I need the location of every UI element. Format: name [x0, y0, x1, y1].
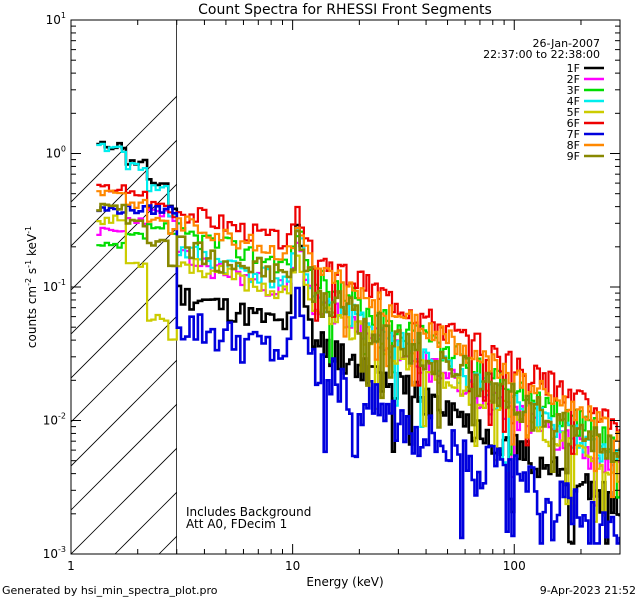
hatch-line — [71, 227, 177, 335]
series-5F — [96, 214, 620, 523]
footer-generated-by: Generated by hsi_min_spectra_plot.pro — [2, 584, 218, 597]
y-tick-label: 10-3 — [43, 545, 66, 561]
y-tick-label: 10-2 — [43, 412, 66, 428]
y-axis-label: counts cm-2 s-1 keV-1 — [24, 226, 39, 348]
hatch-line — [71, 359, 177, 467]
legend-label-6F: 6F — [567, 117, 580, 130]
series-3F — [96, 222, 620, 499]
legend-label-7F: 7F — [567, 128, 580, 141]
legend-label-8F: 8F — [567, 139, 580, 152]
series-layer — [96, 140, 620, 545]
series-6F — [96, 183, 620, 455]
y-tick-label: 101 — [46, 11, 66, 27]
legend-label-4F: 4F — [567, 95, 580, 108]
time-range-label: 22:37:00 to 22:38:00 — [483, 48, 600, 61]
hatch-line — [71, 447, 177, 554]
legend-label-3F: 3F — [567, 84, 580, 97]
annotation-background: Includes Background — [186, 505, 311, 519]
chart-title: Count Spectra for RHESSI Front Segments — [198, 2, 492, 18]
y-tick-label: 100 — [46, 145, 66, 161]
hatch-line — [71, 403, 177, 511]
legend-label-5F: 5F — [567, 106, 580, 119]
series-1F — [96, 140, 620, 545]
series-7F — [96, 204, 620, 545]
x-axis-label: Energy (keV) — [306, 575, 383, 589]
date-label: 26-Jan-2007 — [533, 37, 601, 50]
annotation-attenuator: Att A0, FDecim 1 — [186, 517, 287, 531]
hatch-line — [247, 20, 640, 554]
y-tick-label: 10-1 — [43, 278, 66, 294]
legend-label-1F: 1F — [567, 62, 580, 75]
hatch-line — [71, 95, 177, 203]
series-4F — [96, 142, 620, 474]
footer-timestamp: 9-Apr-2023 21:52 — [540, 584, 636, 597]
x-tick-label: 100 — [503, 559, 526, 573]
axes: 1 10 100 10-3 10-2 10-1 100 101 — [43, 11, 621, 573]
series-8F — [96, 189, 620, 499]
legend-label-2F: 2F — [567, 73, 580, 86]
legend-label-9F: 9F — [567, 150, 580, 163]
x-tick-label: 10 — [285, 559, 300, 573]
series-9F — [96, 202, 620, 475]
x-tick-label: 1 — [67, 559, 75, 573]
hatch-line — [71, 271, 177, 379]
